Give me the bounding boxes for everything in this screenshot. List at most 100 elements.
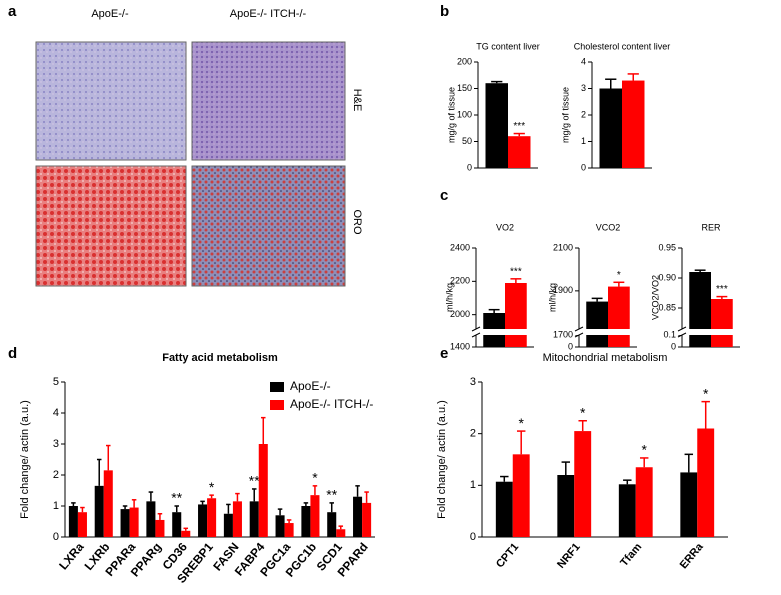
break-mark — [574, 326, 584, 332]
y-tick-label: 0 — [467, 162, 472, 172]
bar — [508, 136, 531, 168]
bar — [94, 485, 104, 537]
significance: *** — [510, 266, 522, 277]
y-tick-label: 0 — [581, 162, 586, 172]
row-label: H&E — [351, 89, 363, 112]
bar — [622, 80, 645, 168]
legend-label: ApoE-/- ITCH-/- — [290, 397, 373, 411]
y-tick-label: 1400 — [450, 341, 470, 351]
bar — [697, 428, 715, 537]
chart-title: VO2 — [496, 222, 514, 232]
bar — [129, 507, 139, 537]
significance: ** — [326, 487, 337, 503]
significance: * — [641, 442, 647, 458]
y-tick-label: 4 — [581, 56, 586, 66]
micrograph — [35, 165, 187, 287]
bar — [635, 467, 653, 537]
x-tick-label: CPT1 — [494, 541, 521, 570]
y-tick-label: 5 — [53, 376, 59, 388]
column-label: ApoE-/- — [91, 8, 129, 20]
significance: *** — [513, 121, 525, 132]
bar — [689, 272, 711, 347]
break-mark — [677, 332, 687, 338]
y-tick-label: 2 — [53, 469, 59, 481]
y-tick-label: 2200 — [450, 276, 470, 286]
y-tick-label: 0.1 — [663, 329, 676, 339]
y-tick-label: 150 — [457, 83, 472, 93]
significance: * — [312, 470, 318, 486]
y-tick-label: 100 — [457, 109, 472, 119]
bar — [207, 498, 217, 537]
axis-break — [574, 329, 638, 335]
micrograph — [191, 41, 346, 161]
y-tick-label: 3 — [470, 376, 476, 388]
y-tick-label: 3 — [53, 438, 59, 450]
bar — [574, 431, 592, 537]
y-tick-label: 50 — [462, 136, 472, 146]
y-tick-label: 2100 — [553, 242, 573, 252]
y-tick-label: 1900 — [553, 285, 573, 295]
y-tick-label: 1 — [581, 136, 586, 146]
significance: ** — [171, 490, 182, 506]
bar — [505, 283, 527, 347]
x-tick-label: Tfam — [618, 541, 644, 569]
micrograph — [35, 41, 187, 161]
break-mark — [471, 326, 481, 332]
y-tick-label: 3 — [581, 83, 586, 93]
bar — [310, 495, 320, 537]
legend-label: ApoE-/- — [290, 379, 331, 393]
bar — [301, 506, 311, 537]
y-tick-label: 2000 — [450, 309, 470, 319]
bar — [557, 475, 575, 537]
bar — [232, 501, 242, 537]
significance: * — [580, 404, 586, 420]
break-mark — [471, 332, 481, 338]
bar — [618, 484, 636, 537]
axis-break — [677, 329, 741, 335]
y-tick-label: 0.85 — [658, 302, 676, 312]
bar — [608, 286, 630, 347]
y-tick-label: 0 — [671, 341, 676, 351]
panel-letter: b — [440, 3, 449, 20]
bar — [68, 506, 78, 537]
y-axis-label: Fold change/ actin (a.u.) — [19, 400, 31, 519]
y-tick-label: 0.95 — [658, 242, 676, 252]
bar — [198, 504, 208, 537]
break-mark — [677, 326, 687, 332]
panel-letter: c — [440, 187, 448, 204]
bar — [512, 454, 530, 537]
bar — [495, 481, 513, 537]
legend-swatch — [270, 382, 284, 392]
bar — [103, 470, 113, 537]
significance: ** — [249, 473, 260, 489]
panel-letter: a — [8, 3, 17, 20]
significance: * — [703, 385, 709, 401]
chart-title: Fatty acid metabolism — [162, 352, 278, 364]
y-tick-label: 4 — [53, 407, 59, 419]
significance: * — [209, 479, 215, 495]
y-tick-label: 1700 — [553, 329, 573, 339]
axis-break — [471, 329, 535, 335]
y-tick-label: 0 — [568, 341, 573, 351]
bar — [353, 496, 363, 537]
chart-title: Mitochondrial metabolism — [543, 352, 668, 364]
break-mark — [574, 332, 584, 338]
column-label: ApoE-/- ITCH-/- — [230, 8, 307, 20]
y-tick-label: 2 — [470, 428, 476, 440]
bar — [599, 88, 622, 168]
y-tick-label: 1 — [53, 500, 59, 512]
y-axis-label: Fold change/ actin (a.u.) — [436, 400, 448, 519]
y-tick-label: 0 — [53, 531, 59, 543]
bar — [155, 519, 165, 537]
chart-title: VCO2 — [596, 222, 621, 232]
y-tick-label: 1 — [470, 479, 476, 491]
y-tick-label: 0 — [470, 531, 476, 543]
bar — [485, 83, 508, 168]
chart-title: Cholesterol content liver — [574, 41, 671, 51]
row-label: ORO — [351, 209, 363, 235]
y-tick-label: 2 — [581, 109, 586, 119]
y-axis-label: ml/h/kg — [444, 283, 454, 312]
bar — [146, 501, 156, 537]
bar — [223, 513, 233, 537]
